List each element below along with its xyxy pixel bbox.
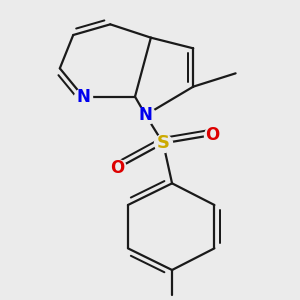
Text: N: N: [139, 106, 152, 124]
Text: N: N: [76, 88, 90, 106]
Text: O: O: [110, 159, 124, 177]
Text: O: O: [206, 126, 220, 144]
Text: S: S: [157, 134, 170, 152]
